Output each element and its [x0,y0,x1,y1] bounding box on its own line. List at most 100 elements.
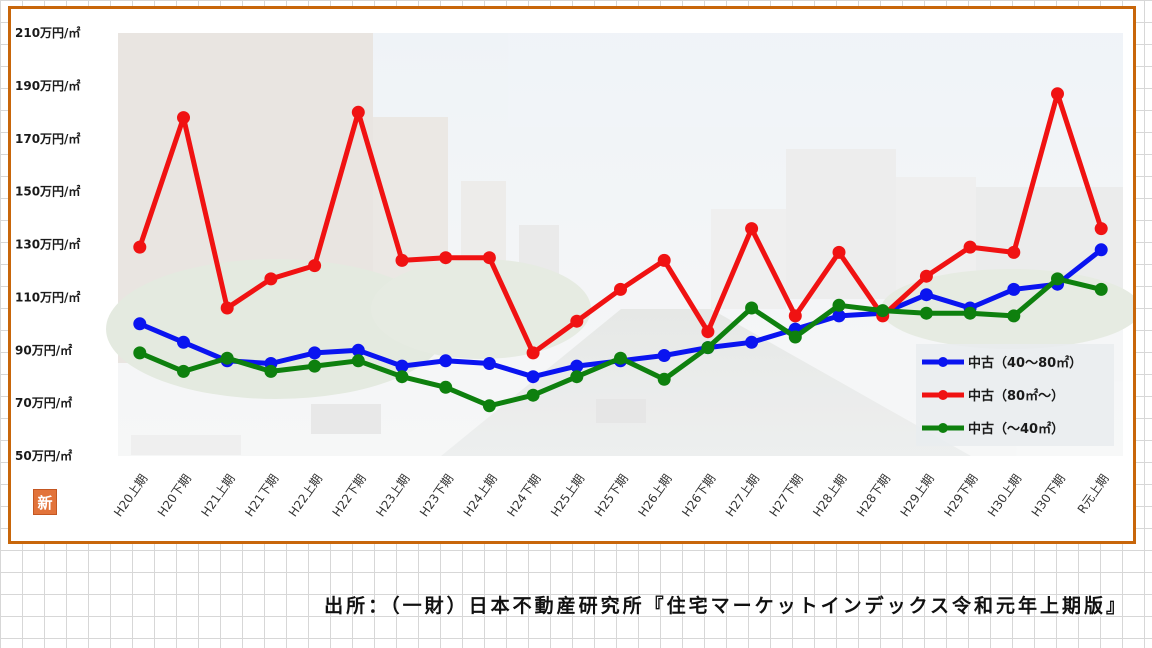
data-point [614,282,627,296]
x-tick-label: H25上期 [548,472,587,520]
y-tick-label: 110万円/㎡ [15,289,80,304]
data-point [614,351,627,365]
y-tick-label: 90万円/㎡ [15,342,72,357]
x-tick-label: H23下期 [417,472,456,520]
data-point [788,309,802,323]
data-point [177,364,190,378]
data-point [832,245,846,259]
y-tick-label: 150万円/㎡ [15,184,80,199]
data-point [482,357,496,370]
data-point [482,251,496,265]
data-point [133,317,147,331]
data-point [745,335,759,349]
x-tick-label: H24上期 [461,472,500,520]
data-point [1094,222,1108,236]
data-point [832,298,846,312]
legend-marker [938,357,948,367]
data-point [308,346,322,360]
data-point [351,105,365,119]
data-point [351,354,365,368]
data-point [1051,272,1064,286]
city-street-background-image [106,33,1133,456]
line-chart: 50万円/㎡ 70万円/㎡ 90万円/㎡ 110万円/㎡ 130万円/㎡ 150万円/㎡ 1… [15,25,1133,520]
x-tick-label: H22上期 [286,472,325,520]
data-point [220,351,234,365]
x-tick-label: H21下期 [242,472,281,520]
new-badge-icon: 新 [33,489,57,515]
data-point [1094,282,1108,296]
x-tick-label: H22下期 [330,472,369,520]
data-point [657,253,671,267]
data-point [570,359,584,373]
data-point [526,370,540,384]
x-tick-label: H29上期 [898,472,937,520]
data-point [220,301,234,315]
legend-label: 中古（80㎡～） [968,388,1064,404]
data-point [395,370,409,384]
x-tick-label: H27上期 [723,472,762,520]
data-point [395,253,409,267]
data-point [1007,309,1021,323]
x-tick-label: H28上期 [810,472,849,520]
data-point [919,288,933,302]
x-tick-label: H28下期 [854,472,893,520]
legend-marker [938,390,948,400]
data-point [177,335,190,349]
data-point [308,259,322,273]
data-point [439,251,453,265]
data-point [963,240,977,254]
y-tick-label: 210万円/㎡ [15,25,80,40]
series-3 [133,272,1108,413]
x-tick-label: H26上期 [635,472,674,520]
data-point [1007,245,1021,259]
data-point [526,388,540,402]
x-tick-label: H20上期 [111,472,150,520]
data-point [745,222,759,236]
y-axis: 50万円/㎡ 70万円/㎡ 90万円/㎡ 110万円/㎡ 130万円/㎡ 150万円/㎡ 1… [15,25,80,463]
data-point [657,372,671,386]
x-tick-label: H30上期 [985,472,1024,520]
data-point [308,359,322,373]
x-tick-label: H23上期 [373,472,412,520]
data-point [439,380,453,394]
x-tick-label: H27下期 [767,472,806,520]
data-point [1007,282,1021,296]
data-point [919,269,933,283]
y-tick-label: 190万円/㎡ [15,78,80,93]
legend-label: 中古（40～80㎡） [968,355,1082,371]
x-tick-label: H25下期 [592,472,631,520]
data-point [701,341,715,355]
x-tick-label: H29下期 [941,472,980,520]
x-tick-label: H21上期 [199,472,238,520]
data-point [1051,87,1064,101]
data-point [963,306,977,320]
legend: 中古（40～80㎡） 中古（80㎡～） 中古（～40㎡） [916,344,1114,446]
legend-label: 中古（～40㎡） [968,421,1064,437]
legend-marker [938,423,948,433]
chart-frame: 50万円/㎡ 70万円/㎡ 90万円/㎡ 110万円/㎡ 130万円/㎡ 150万円/㎡ 1… [8,6,1136,544]
data-point [133,240,147,254]
x-axis: H20上期 H20下期 H21上期 H21下期 H22上期 H22下期 H23上期 H23下期… [111,472,1111,520]
data-point [701,325,715,339]
data-point [832,309,846,323]
data-point [395,359,409,373]
source-note: 出所：（一財）日本不動産研究所『住宅マーケットインデックス令和元年上期版』 [324,595,1128,617]
data-point [133,346,147,360]
x-tick-label: H20下期 [155,472,194,520]
data-point [1094,243,1108,257]
data-point [570,314,584,328]
y-tick-label: 50万円/㎡ [15,448,72,463]
series-layer [133,87,1108,413]
data-point [482,399,496,413]
x-tick-label: R元上期 [1075,472,1112,516]
data-point [264,364,278,378]
data-point [439,354,453,368]
data-point [570,370,584,384]
x-tick-label: H24下期 [504,472,543,520]
data-point [657,349,671,362]
y-tick-label: 170万円/㎡ [15,131,80,146]
data-point [788,330,802,344]
data-point [526,346,540,360]
series-2 [133,87,1108,360]
data-point [351,343,365,357]
